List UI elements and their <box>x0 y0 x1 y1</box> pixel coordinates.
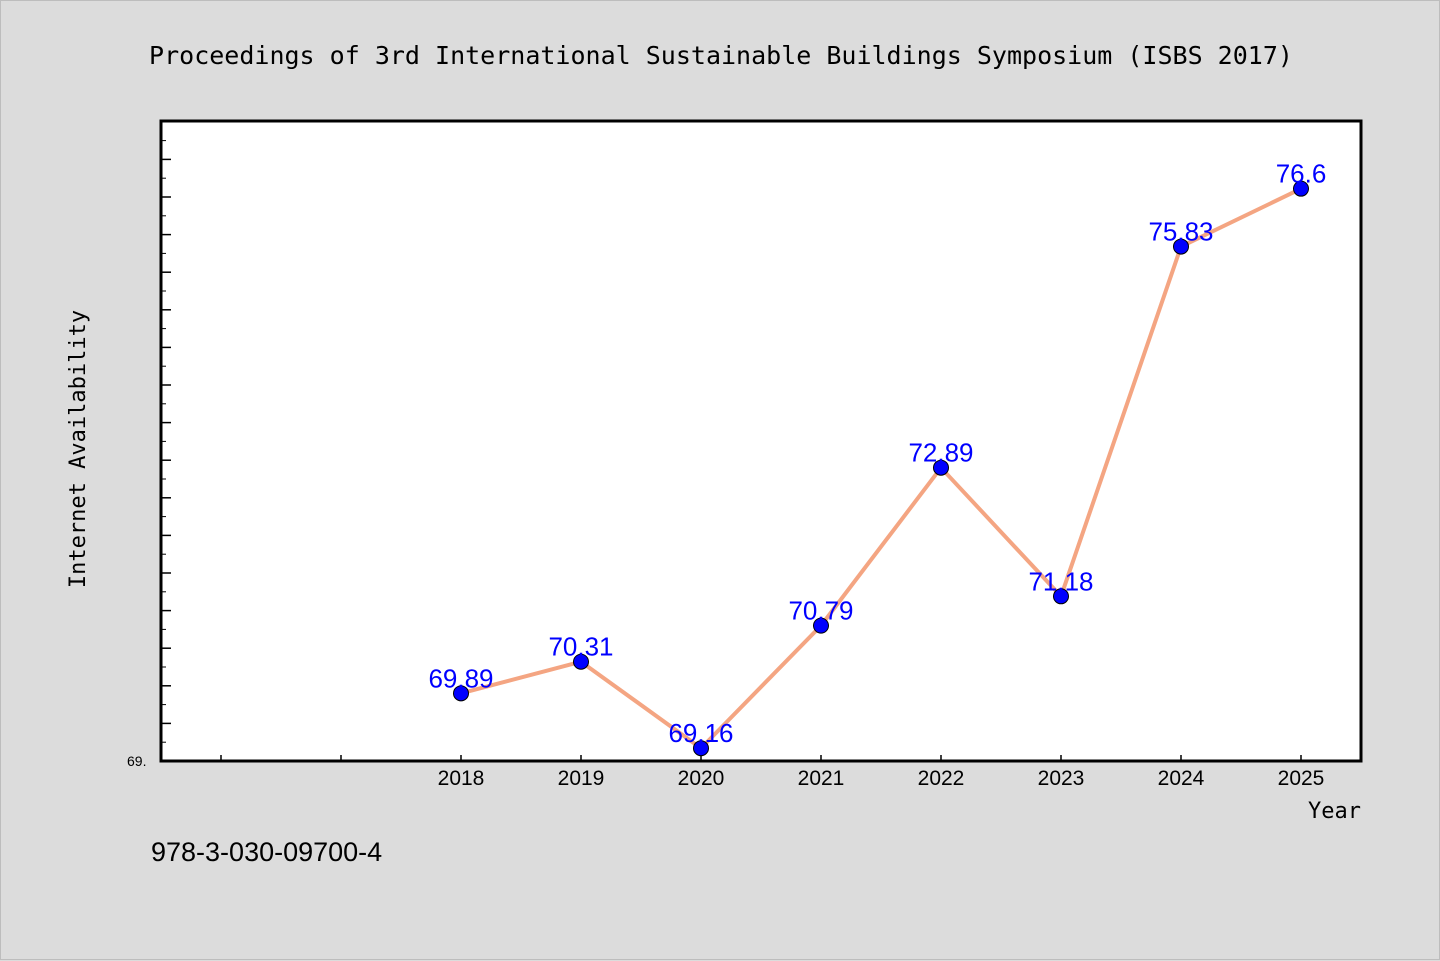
data-point <box>1173 238 1189 255</box>
chart-title: Proceedings of 3rd International Sustain… <box>149 41 1293 70</box>
series-line <box>460 186 1302 751</box>
data-label: 69.89 <box>428 663 493 693</box>
x-tick-label: 2018 <box>438 767 485 790</box>
data-point <box>573 653 589 670</box>
data-markers <box>453 180 1309 757</box>
x-tick-labels: 2018 2019 2020 2021 2022 2023 2024 2025 <box>438 767 1325 790</box>
x-tick-label: 2023 <box>1038 767 1085 790</box>
x-tick-label: 2022 <box>918 767 965 790</box>
x-tick-label: 2025 <box>1278 767 1325 790</box>
data-label: 69.16 <box>668 718 733 748</box>
plot-area <box>159 119 1363 763</box>
y-axis-ticks <box>161 140 171 743</box>
data-label: 72.89 <box>908 438 973 468</box>
x-tick-label: 2020 <box>678 767 725 790</box>
data-label: 70.79 <box>788 596 853 626</box>
data-point <box>1293 180 1309 197</box>
x-tick-label: 2024 <box>1158 767 1205 790</box>
x-axis-label: Year <box>1308 799 1361 824</box>
data-point <box>693 740 709 757</box>
data-label: 76.6 <box>1276 159 1327 189</box>
data-point <box>933 459 949 476</box>
data-label: 75.83 <box>1148 217 1213 247</box>
data-label: 70.31 <box>548 632 613 662</box>
data-label: 71.18 <box>1028 566 1093 596</box>
isbn-text: 978-3-030-09700-4 <box>151 837 383 867</box>
data-point <box>1053 588 1069 605</box>
data-labels: 69.89 70.31 69.16 70.79 72.89 71.18 75.83 76.6 <box>428 159 1326 749</box>
x-axis-ticks <box>220 755 1302 761</box>
x-tick-label: 2019 <box>558 767 605 790</box>
y-min-tick-label: 69. <box>127 753 146 769</box>
x-tick-label: 2021 <box>798 767 845 790</box>
data-point <box>813 617 829 634</box>
data-point <box>453 685 469 702</box>
y-axis-label: Internet Availability <box>66 310 91 588</box>
